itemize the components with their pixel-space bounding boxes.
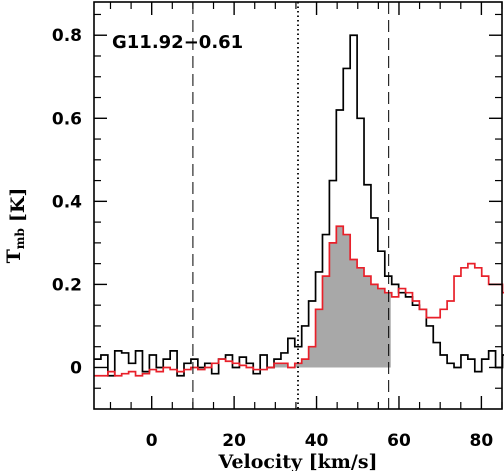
plot-frame (93, 1, 503, 410)
y-tick-label: 0.8 (52, 26, 82, 46)
y-tick-label: 0.2 (52, 275, 82, 295)
ticks-layer: 0 20 40 60 80 0 0.2 0.4 0.6 0.8 (52, 2, 503, 451)
x-tick-label: 0 (146, 431, 158, 451)
series-line-red (94, 225, 504, 377)
x-tick-label: 20 (222, 431, 246, 451)
x-tick-label: 60 (387, 431, 411, 451)
y-axis-label-main: T (3, 249, 25, 263)
x-axis-label: Velocity [km/s] (217, 451, 377, 471)
reference-lines-layer (192, 2, 390, 409)
y-axis-label-unit: [K] (7, 188, 29, 223)
y-axis-label: Tmb [K] (3, 188, 29, 264)
x-tick-label: 80 (470, 431, 494, 451)
y-tick-label: 0.4 (52, 192, 82, 212)
y-axis-label-subscript: mb (13, 228, 27, 249)
x-tick-label: 40 (305, 431, 329, 451)
labels-layer: G11.92−0.61 Velocity [km/s] Tmb [K] (3, 32, 378, 471)
y-tick-label: 0.6 (52, 109, 82, 129)
chart-annotation: G11.92−0.61 (112, 32, 243, 53)
series-line-black (94, 34, 504, 377)
series-layer (94, 34, 504, 377)
y-tick-label: 0 (70, 358, 82, 378)
